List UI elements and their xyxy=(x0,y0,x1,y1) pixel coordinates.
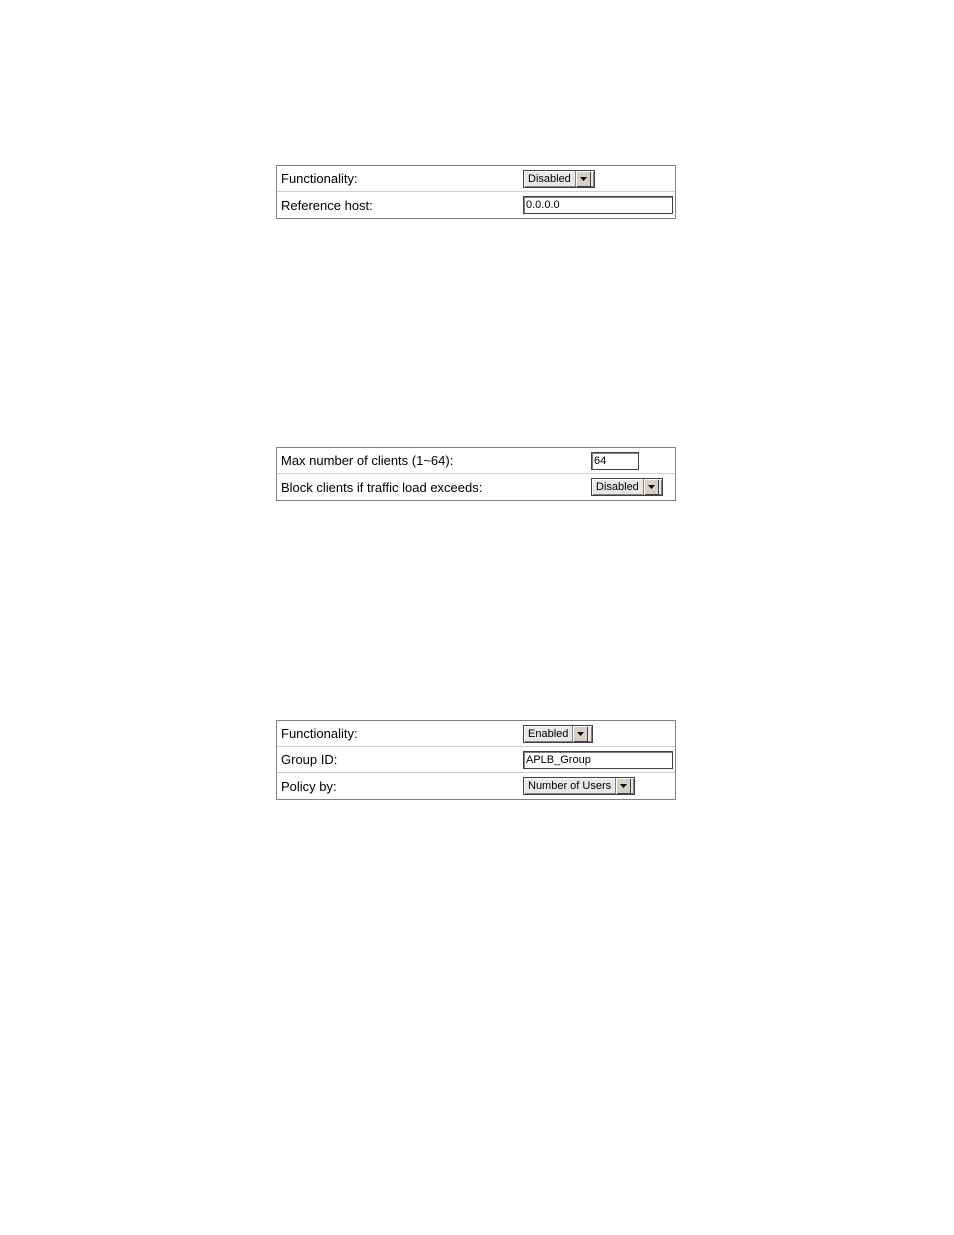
select-policy-by[interactable]: Number of Users xyxy=(523,777,635,795)
input-reference-host-value: 0.0.0.0 xyxy=(526,199,560,211)
input-group-id[interactable]: APLB_Group xyxy=(523,751,673,769)
select-functionality[interactable]: Disabled xyxy=(523,170,595,188)
control-group-id: APLB_Group xyxy=(523,751,673,769)
row-max-clients: Max number of clients (1~64): 64 xyxy=(277,448,675,474)
page: Functionality: Disabled Reference host: … xyxy=(0,0,954,1235)
input-reference-host[interactable]: 0.0.0.0 xyxy=(523,196,673,214)
select-functionality-3-value: Enabled xyxy=(524,728,572,740)
label-functionality: Functionality: xyxy=(281,171,523,186)
label-functionality-3: Functionality: xyxy=(281,726,523,741)
label-policy-by: Policy by: xyxy=(281,779,523,794)
control-block-clients: Disabled xyxy=(591,478,671,496)
chevron-down-icon xyxy=(572,726,588,742)
select-functionality-value: Disabled xyxy=(524,173,575,185)
label-block-clients: Block clients if traffic load exceeds: xyxy=(281,480,591,495)
label-max-clients: Max number of clients (1~64): xyxy=(281,453,591,468)
chevron-down-icon xyxy=(575,171,591,187)
chevron-down-icon xyxy=(643,479,659,495)
control-reference-host: 0.0.0.0 xyxy=(523,196,673,214)
row-functionality: Functionality: Disabled xyxy=(277,166,675,192)
control-functionality: Disabled xyxy=(523,170,673,188)
input-max-clients-value: 64 xyxy=(594,455,606,467)
select-block-clients-value: Disabled xyxy=(592,481,643,493)
label-reference-host: Reference host: xyxy=(281,198,523,213)
row-block-clients: Block clients if traffic load exceeds: D… xyxy=(277,474,675,500)
row-functionality-3: Functionality: Enabled xyxy=(277,721,675,747)
input-max-clients[interactable]: 64 xyxy=(591,452,639,470)
row-policy-by: Policy by: Number of Users xyxy=(277,773,675,799)
row-reference-host: Reference host: 0.0.0.0 xyxy=(277,192,675,218)
link-integrity-panel: Functionality: Disabled Reference host: … xyxy=(276,165,676,219)
select-functionality-3[interactable]: Enabled xyxy=(523,725,593,743)
select-block-clients[interactable]: Disabled xyxy=(591,478,663,496)
label-group-id: Group ID: xyxy=(281,752,523,767)
chevron-down-icon xyxy=(615,778,631,794)
association-control-panel: Max number of clients (1~64): 64 Block c… xyxy=(276,447,676,501)
select-policy-by-value: Number of Users xyxy=(524,780,615,792)
input-group-id-value: APLB_Group xyxy=(526,754,591,766)
control-functionality-3: Enabled xyxy=(523,725,673,743)
control-policy-by: Number of Users xyxy=(523,777,673,795)
control-max-clients: 64 xyxy=(591,452,671,470)
row-group-id: Group ID: APLB_Group xyxy=(277,747,675,773)
load-balancing-panel: Functionality: Enabled Group ID: APLB_Gr… xyxy=(276,720,676,800)
